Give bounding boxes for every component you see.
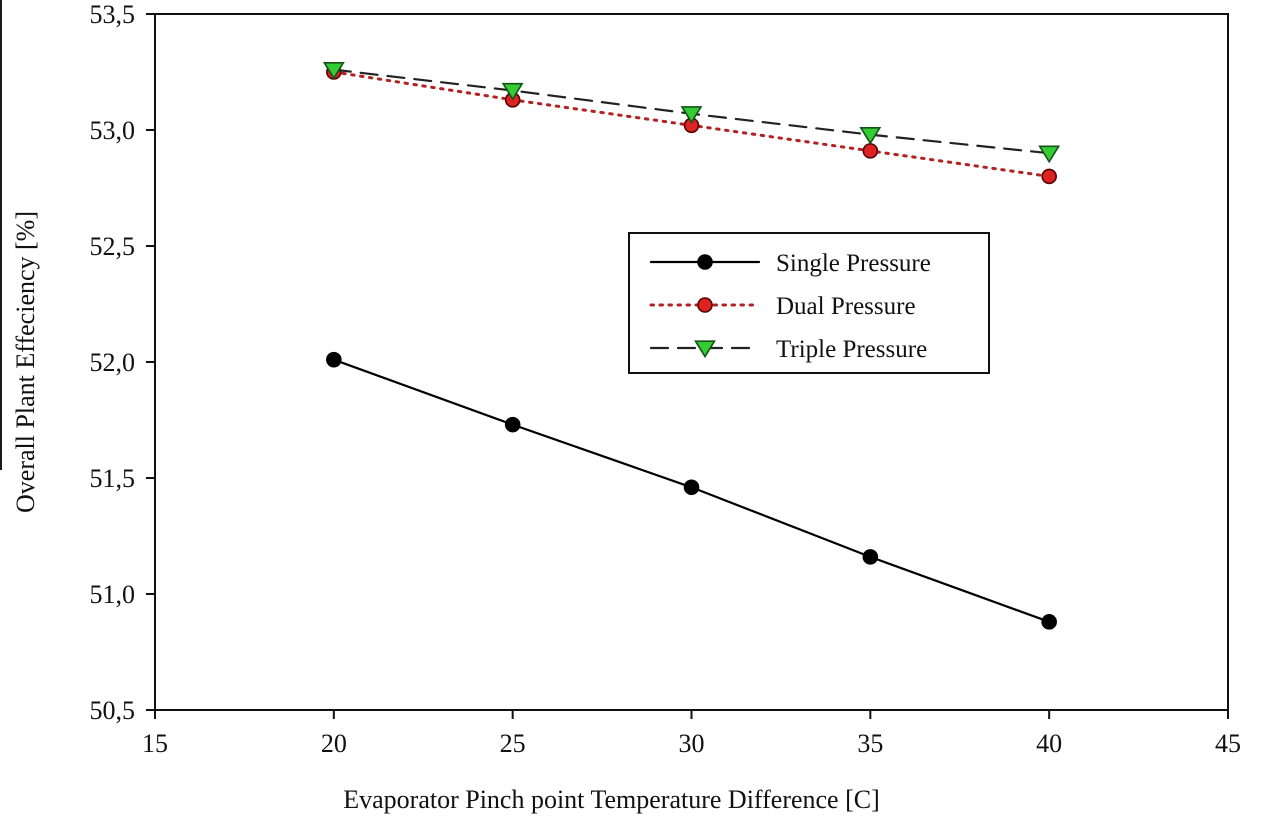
y-tick-label: 53,5 <box>90 0 136 29</box>
series-marker-dual-pressure <box>1041 168 1057 185</box>
legend-marker-single-pressure <box>697 254 713 270</box>
series-marker-single-pressure <box>862 549 879 565</box>
series-marker-triple-pressure <box>322 62 345 80</box>
scan-edge-artifact <box>0 0 2 470</box>
x-tick-label: 35 <box>857 729 883 758</box>
series-single-pressure <box>326 351 1057 630</box>
y-tick-label: 51,0 <box>90 580 136 609</box>
x-tick-label: 30 <box>679 729 705 758</box>
series-marker-single-pressure <box>683 479 700 496</box>
x-axis-title: Evaporator Pinch point Temperature Diffe… <box>343 785 880 814</box>
x-tick-label: 25 <box>500 729 526 758</box>
legend-label-dual-pressure: Dual Pressure <box>776 293 916 320</box>
legend-label-triple-pressure: Triple Pressure <box>776 336 927 363</box>
y-axis-title: Overall Plant Effeciency [%] <box>11 211 40 513</box>
y-tick-label: 50,5 <box>90 696 136 725</box>
y-tick-label: 51,5 <box>90 464 136 493</box>
x-tick-label: 15 <box>142 729 168 758</box>
x-tick-label: 20 <box>321 729 347 758</box>
series-marker-triple-pressure <box>859 127 882 145</box>
series-marker-single-pressure <box>1041 614 1057 630</box>
y-tick-label: 52,5 <box>90 232 136 261</box>
series-marker-triple-pressure <box>1038 145 1061 164</box>
series-marker-single-pressure <box>504 416 521 433</box>
legend: Single Pressure Dual Pressure Triple Press… <box>628 232 990 374</box>
x-tick-label: 40 <box>1036 729 1062 758</box>
series-marker-triple-pressure <box>680 106 703 124</box>
series-marker-triple-pressure <box>501 82 524 101</box>
legend-label-single-pressure: Single Pressure <box>776 250 931 277</box>
series-marker-dual-pressure <box>862 143 879 159</box>
series-dual-pressure <box>326 64 1057 185</box>
series-triple-pressure <box>322 62 1061 164</box>
y-tick-label: 53,0 <box>90 116 136 145</box>
legend-marker-triple-pressure <box>694 340 716 359</box>
legend-marker-dual-pressure <box>697 297 713 313</box>
series-marker-single-pressure <box>326 351 342 368</box>
y-tick-label: 52,0 <box>90 348 136 377</box>
legend-box <box>628 232 990 374</box>
x-tick-label: 45 <box>1215 729 1241 758</box>
